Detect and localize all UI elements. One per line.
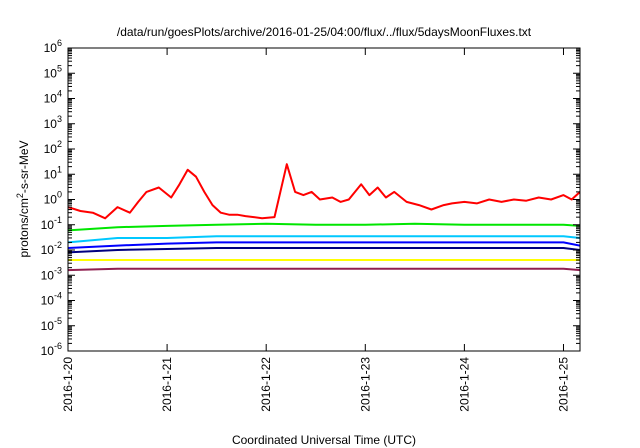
series-line-1 (68, 163, 580, 220)
y-tick-label-9: 103 (44, 114, 62, 131)
series-line-3 (68, 235, 580, 244)
y-tick-label-6: 100 (44, 190, 62, 207)
y-tick-label-3: 10-3 (41, 265, 62, 282)
y-tick-label-5: 10-1 (41, 215, 62, 232)
series-line-5 (68, 247, 580, 254)
series-line-4 (68, 241, 580, 249)
y-tick-label-2: 10-4 (41, 291, 62, 308)
y-tick-label-4: 10-2 (41, 240, 62, 257)
x-tick-label-2: 2016-1-22 (259, 357, 273, 412)
series-layer (68, 163, 580, 272)
y-tick-label-1: 10-5 (41, 316, 62, 333)
y-axis-label: protons/cm2-s-sr-MeV (15, 140, 31, 257)
chart-title: /data/run/goesPlots/archive/2016-01-25/0… (117, 25, 532, 39)
x-tick-label-4: 2016-1-24 (457, 357, 471, 412)
ticks-layer (67, 47, 580, 352)
x-tick-label-3: 2016-1-23 (358, 357, 372, 412)
y-tick-label-12: 106 (44, 38, 62, 55)
x-axis-label: Coordinated Universal Time (UTC) (232, 433, 416, 447)
y-tick-label-7: 101 (44, 164, 62, 181)
y-tick-label-10: 104 (44, 89, 62, 106)
y-tick-label-11: 105 (44, 63, 62, 80)
y-tick-label-0: 10-6 (41, 341, 62, 358)
series-line-7 (68, 267, 580, 272)
x-tick-label-0: 2016-1-20 (61, 357, 75, 412)
series-line-2 (68, 222, 580, 232)
y-tick-label-8: 102 (44, 139, 62, 156)
x-tick-label-5: 2016-1-25 (557, 357, 571, 412)
labels-layer: 10-6 10-5 10-4 10-3 10-2 10-1 100 101 102 103 104 1… (41, 38, 571, 412)
x-tick-label-1: 2016-1-21 (160, 357, 174, 412)
